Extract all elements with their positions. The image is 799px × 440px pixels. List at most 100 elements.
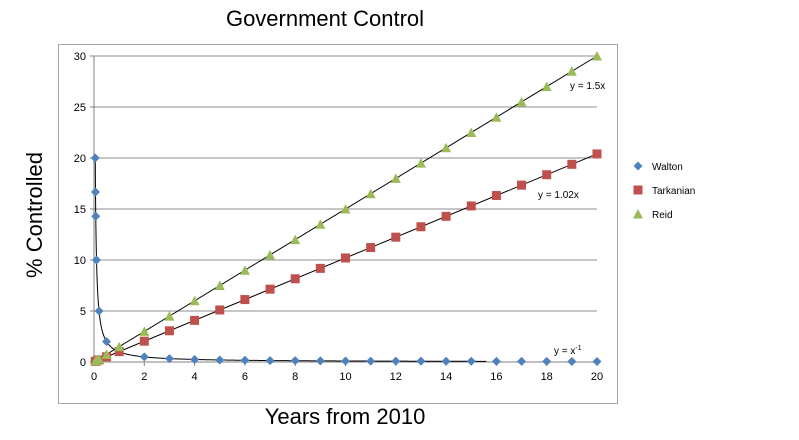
point-reid — [466, 127, 477, 137]
point-reid — [139, 326, 150, 336]
point-reid — [239, 265, 250, 275]
point-tarkanian — [139, 336, 149, 346]
point-tarkanian — [542, 170, 552, 180]
data-points — [90, 51, 602, 366]
point-walton — [567, 356, 577, 366]
point-tarkanian — [290, 274, 300, 284]
series-reid — [90, 51, 602, 366]
point-reid — [491, 112, 502, 122]
point-walton — [466, 356, 476, 366]
point-tarkanian — [190, 315, 200, 325]
point-reid — [94, 353, 105, 364]
point-walton — [491, 356, 501, 366]
point-walton — [315, 356, 325, 366]
legend-panel: Walton Tarkanian Reid — [633, 161, 695, 221]
point-walton — [441, 356, 451, 366]
point-walton — [592, 356, 602, 366]
point-walton — [102, 337, 112, 347]
legend-label-walton: Walton — [652, 162, 683, 173]
point-reid — [315, 219, 326, 229]
point-tarkanian — [592, 149, 602, 159]
x-tick-label: 0 — [91, 371, 97, 383]
point-walton — [265, 356, 275, 366]
y-tick-label: 15 — [74, 204, 86, 216]
point-walton — [190, 354, 200, 364]
trendline-label-walton: y = x-1 — [554, 345, 582, 357]
point-reid — [214, 280, 225, 290]
point-reid — [340, 204, 351, 214]
point-walton — [341, 356, 350, 366]
point-tarkanian — [215, 305, 225, 315]
x-tick-label: 4 — [192, 371, 198, 383]
point-tarkanian — [567, 159, 577, 169]
legend-marker-tarkanian — [633, 185, 643, 195]
point-reid — [164, 311, 175, 321]
point-tarkanian — [466, 201, 476, 211]
point-walton — [290, 356, 300, 366]
legend-label-tarkanian: Tarkanian — [652, 186, 695, 197]
x-tick-label: 2 — [141, 371, 147, 383]
point-tarkanian — [366, 243, 376, 253]
legend-marker-walton — [633, 161, 643, 171]
x-tick-label: 18 — [541, 371, 553, 383]
point-walton — [92, 255, 102, 265]
x-axis-label: Years from 2010 — [264, 404, 426, 429]
point-reid — [101, 349, 112, 359]
y-tick-label: 20 — [74, 153, 86, 165]
point-walton — [91, 187, 101, 197]
x-tick-label: 8 — [292, 371, 298, 383]
point-tarkanian — [491, 191, 501, 201]
point-walton — [391, 356, 401, 366]
x-tick-label: 6 — [242, 371, 248, 383]
point-walton — [366, 356, 376, 366]
point-tarkanian — [114, 347, 124, 357]
point-reid — [592, 51, 602, 61]
plot-area: 0 5 10 15 20 25 30 0 2 4 6 8 10 12 14 16 18 20 y = 1.5x y … — [58, 44, 618, 404]
x-tick-label: 12 — [390, 371, 402, 383]
point-walton — [139, 352, 149, 362]
trendline-label-tarkanian: y = 1.02x — [538, 190, 579, 201]
point-tarkanian — [315, 263, 325, 273]
point-reid — [189, 295, 200, 306]
legend-item-walton: Walton — [633, 161, 683, 173]
point-tarkanian — [164, 326, 174, 336]
point-walton — [240, 355, 250, 365]
legend-item-tarkanian: Tarkanian — [633, 185, 695, 197]
point-walton — [215, 355, 225, 365]
y-tick-label: 30 — [74, 51, 86, 63]
point-reid — [415, 158, 426, 168]
series-tarkanian — [90, 149, 602, 366]
trendline-label-reid: y = 1.5x — [570, 81, 605, 92]
point-tarkanian — [341, 253, 350, 263]
point-walton — [94, 306, 104, 316]
point-reid — [390, 173, 401, 183]
point-tarkanian — [517, 180, 527, 190]
y-axis-label: % Controlled — [22, 152, 47, 278]
plot-area-border — [58, 44, 618, 404]
x-tick-label: 14 — [440, 371, 452, 383]
axes: 0 5 10 15 20 25 30 0 2 4 6 8 10 12 14 16 18 20 — [74, 51, 603, 383]
point-walton — [90, 153, 100, 163]
chart-title: Government Control — [225, 6, 425, 31]
point-tarkanian — [441, 211, 451, 221]
x-tick-label: 10 — [339, 371, 351, 383]
point-tarkanian — [265, 284, 275, 294]
legend-item-reid: Reid — [633, 209, 673, 221]
point-reid — [541, 81, 552, 92]
point-reid — [566, 66, 577, 76]
point-walton — [416, 356, 426, 366]
point-tarkanian — [240, 295, 250, 305]
y-tick-label: 25 — [74, 102, 86, 114]
x-tick-label: 20 — [591, 371, 603, 383]
point-reid — [290, 234, 301, 245]
point-tarkanian — [416, 222, 426, 232]
point-reid — [265, 249, 276, 260]
y-tick-label: 5 — [80, 306, 86, 318]
point-tarkanian — [391, 232, 401, 242]
point-reid — [441, 142, 452, 153]
x-tick-label: 16 — [490, 371, 502, 383]
legend-marker-reid — [633, 209, 643, 219]
point-walton — [517, 356, 527, 366]
point-walton — [542, 356, 552, 366]
trendline-walton — [94, 158, 487, 362]
